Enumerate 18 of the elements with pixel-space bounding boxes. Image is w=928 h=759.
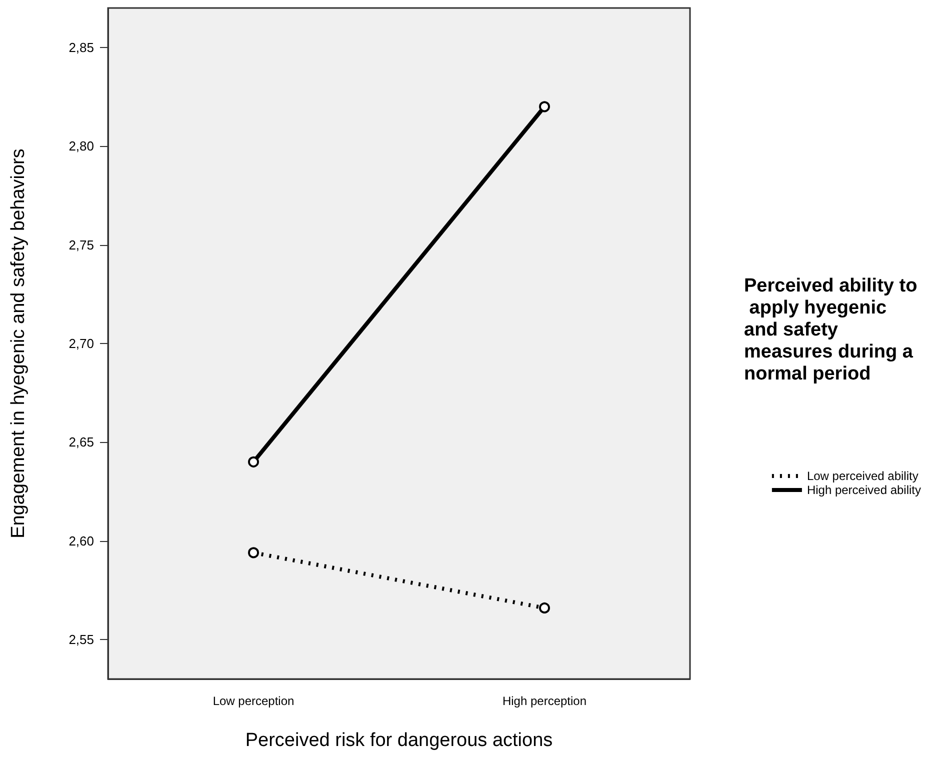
x-tick-label: High perception	[502, 694, 587, 708]
y-tick-label: 2,55	[68, 632, 94, 648]
y-axis-title: Engagement in hyegenic and safety behaviors	[8, 148, 29, 538]
x-tick-label: Low perception	[212, 694, 294, 708]
point	[248, 547, 259, 558]
y-tick-label: 2,75	[68, 237, 94, 252]
point	[539, 602, 550, 614]
y-tick-label: 2,65	[68, 434, 94, 450]
y-tick-label: 2,85	[68, 40, 94, 55]
point	[539, 101, 550, 112]
y-tick-label: 2,70	[68, 336, 94, 351]
y-tick-label: 2,60	[68, 533, 94, 548]
point	[248, 456, 259, 468]
legend-label: High perceived ability	[806, 483, 922, 497]
legend-title: Perceived ability to apply hyegenic and safety measures during a normal period	[744, 276, 918, 384]
legend-label: Low perceived ability	[806, 469, 918, 483]
y-tick-label: 2,80	[68, 138, 94, 154]
x-axis-title: Perceived risk for dangerous actions	[245, 730, 553, 751]
